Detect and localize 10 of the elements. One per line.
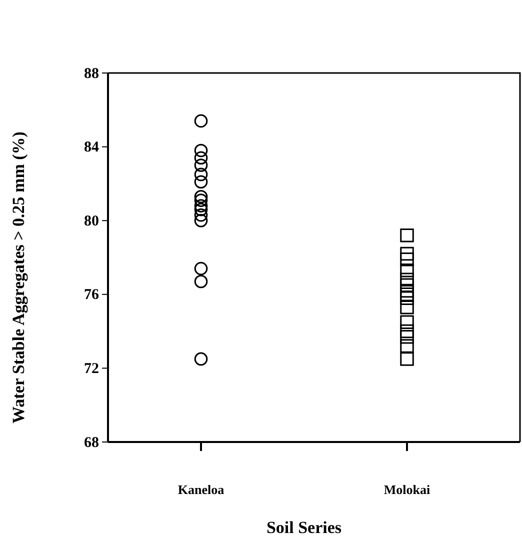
y-tick-label: 76	[84, 287, 100, 304]
y-axis-title: Water Stable Aggregates > 0.25 mm (%)	[9, 132, 28, 424]
y-tick-label: 80	[84, 213, 99, 230]
y-tick-label: 88	[84, 66, 99, 82]
y-tick-label: 84	[84, 140, 100, 156]
x-axis-title: Soil Series	[266, 518, 342, 537]
y-tick-label: 72	[84, 361, 99, 377]
x-tick-label: Molokai	[384, 482, 430, 497]
x-tick-label: Kaneloa	[178, 482, 225, 497]
y-tick-label: 68	[84, 434, 99, 451]
